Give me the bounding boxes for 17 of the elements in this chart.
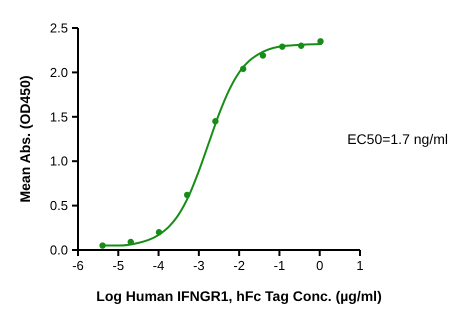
y-tick-label: 0.5 xyxy=(50,198,68,214)
y-tick-label: 2.5 xyxy=(50,20,68,36)
y-tick-label: 1.5 xyxy=(50,109,68,124)
y-axis-title: Mean Abs. (OD450) xyxy=(17,75,33,203)
x-tick-label: -1 xyxy=(274,258,286,273)
y-tick-label: 1.0 xyxy=(50,154,68,169)
annotation: EC50=1.7 ng/ml xyxy=(347,131,448,147)
x-tick-label: -5 xyxy=(112,258,124,273)
x-tick-label: -2 xyxy=(233,258,245,273)
y-tick-label: 0.0 xyxy=(50,242,68,258)
x-tick-label: -4 xyxy=(152,258,164,273)
x-tick-label: 1 xyxy=(356,258,364,273)
x-tick-label: -3 xyxy=(193,258,205,273)
x-axis-title: Log Human IFNGR1, hFc Tag Conc. (µg/ml) xyxy=(96,288,382,304)
x-tick-label: 0 xyxy=(316,258,324,273)
x-tick-label: -6 xyxy=(72,258,84,273)
y-tick-label: 2.0 xyxy=(50,64,68,80)
